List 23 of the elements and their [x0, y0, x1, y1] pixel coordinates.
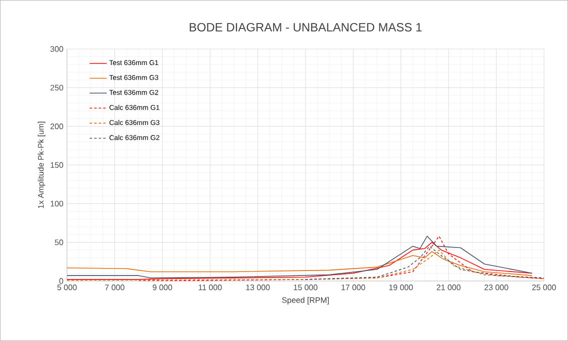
- line-series: [67, 236, 532, 278]
- x-tick-label: 21 000: [436, 284, 461, 290]
- x-axis-title: Speed [RPM]: [282, 297, 329, 305]
- x-tick-label: 13 000: [246, 284, 270, 290]
- y-tick-label: 50: [54, 240, 64, 246]
- x-tick-label: 23 000: [484, 284, 508, 290]
- y-tick-label: 150: [50, 162, 64, 168]
- y-tick-label: 100: [50, 200, 64, 206]
- y-tick-label: 250: [50, 84, 64, 90]
- y-tick-label: 200: [50, 124, 64, 130]
- x-tick-label: 5 000: [57, 284, 77, 290]
- x-tick-label: 9 000: [152, 284, 172, 290]
- y-tick-label: 0: [59, 278, 64, 284]
- x-tick-label: 7 000: [105, 284, 124, 290]
- x-tick-label: 25 000: [532, 284, 556, 290]
- x-tick-label: 19 000: [389, 284, 413, 290]
- x-tick-label: 15 000: [294, 284, 318, 290]
- x-tick-label: 11 000: [198, 284, 222, 290]
- line-series: [305, 246, 544, 280]
- y-tick-label: 300: [50, 46, 64, 52]
- y-axis-title: 1x Amplitude Pk-Pk [um]: [38, 122, 46, 208]
- chart-title: BODE DIAGRAM - UNBALANCED MASS 1: [190, 22, 422, 32]
- x-tick-label: 17 000: [342, 284, 366, 290]
